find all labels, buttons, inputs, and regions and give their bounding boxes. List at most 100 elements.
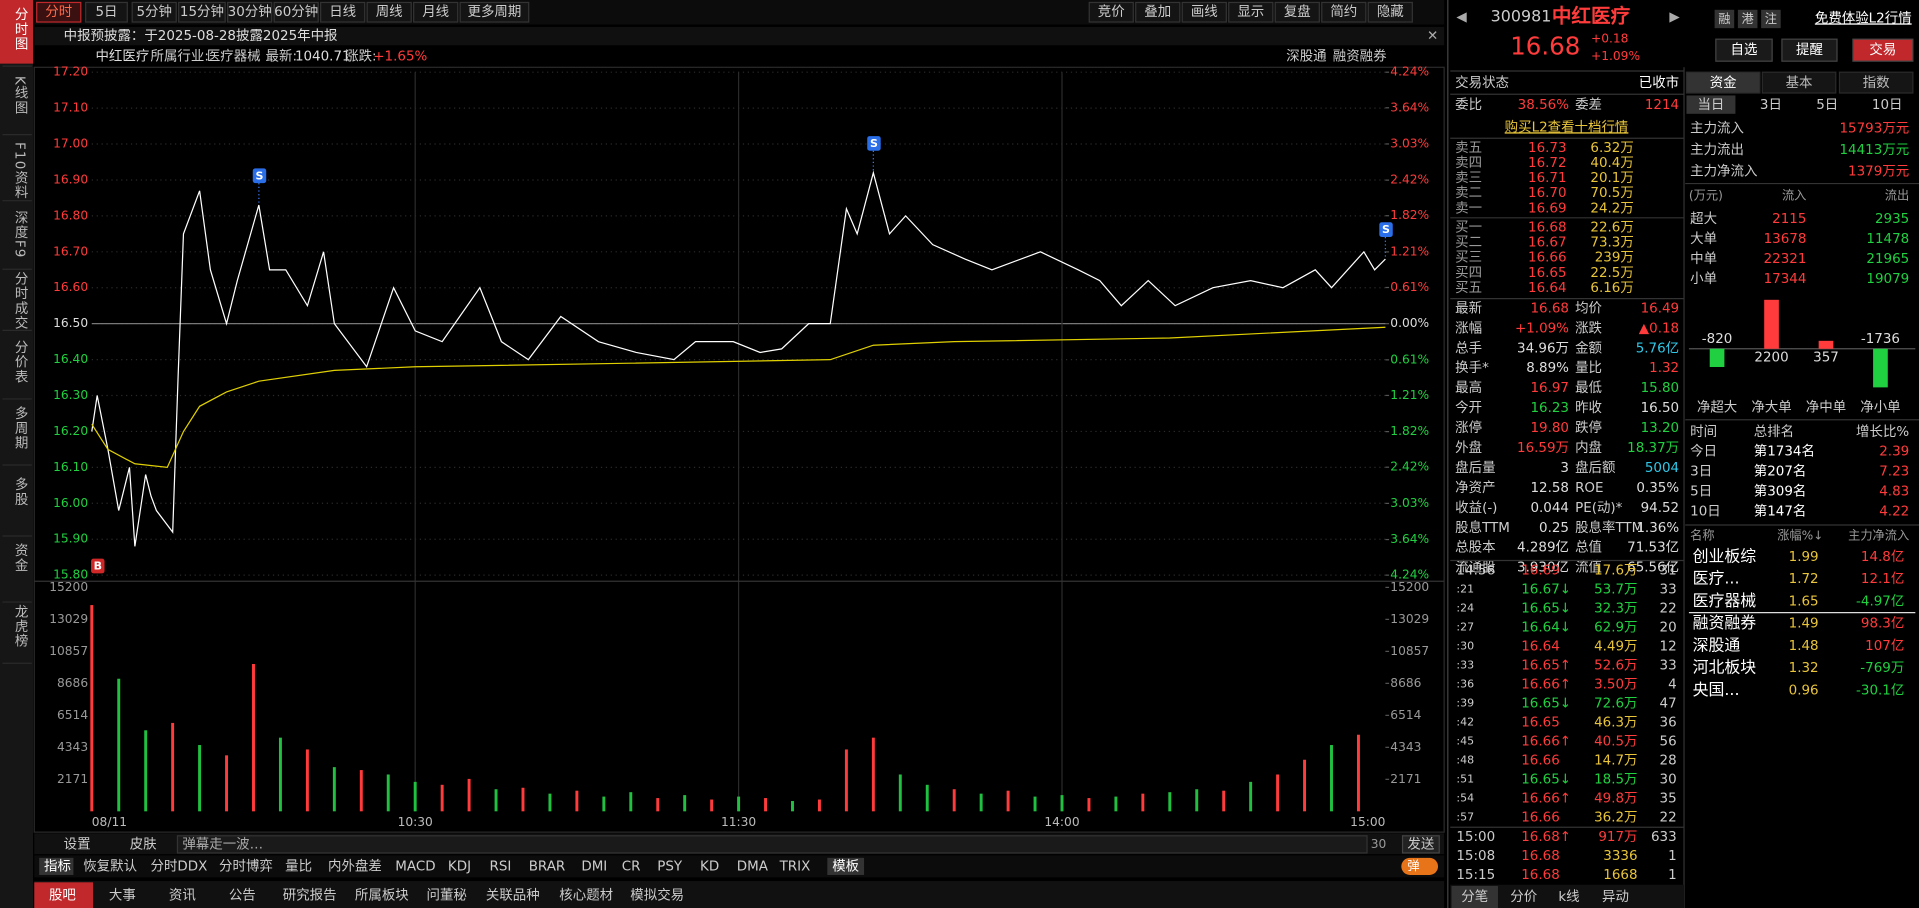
- bottom-tab[interactable]: 问董秘: [427, 888, 467, 904]
- sidebar-tab[interactable]: F10资料: [12, 142, 29, 200]
- bottom-tab[interactable]: 模拟交易: [630, 887, 684, 904]
- indicator-button[interactable]: DMI: [581, 859, 607, 874]
- period-button[interactable]: [273, 1, 319, 23]
- action-label[interactable]: 提醒: [1796, 42, 1823, 58]
- indicator-button[interactable]: CR: [622, 859, 641, 874]
- period-label[interactable]: 更多周期: [468, 3, 522, 20]
- fund-tab[interactable]: [1838, 71, 1914, 94]
- sector-name[interactable]: 融资融券: [1693, 613, 1757, 632]
- quote-tab[interactable]: 分笔: [1461, 889, 1488, 905]
- send-label[interactable]: 发送: [1407, 836, 1434, 852]
- l2-buy-link[interactable]: 购买L2查看十档行情: [1505, 119, 1629, 135]
- sidebar-tab[interactable]: 龙虎榜: [12, 604, 29, 648]
- bottom-tab[interactable]: 关联品种: [486, 888, 540, 904]
- settings-button[interactable]: 设置: [64, 836, 91, 852]
- fund-tab-label[interactable]: 资金: [1710, 75, 1737, 91]
- tag[interactable]: 融: [1718, 12, 1730, 26]
- indicator-button[interactable]: BRAR: [529, 859, 566, 874]
- sidebar-tab[interactable]: 分时图: [12, 7, 29, 51]
- period-label[interactable]: 周线: [376, 4, 403, 20]
- period-label[interactable]: 日线: [329, 4, 356, 20]
- send-button[interactable]: [1401, 835, 1440, 854]
- indicator-button[interactable]: 量比: [285, 858, 312, 874]
- action-label[interactable]: 自选: [1731, 42, 1758, 58]
- tag-box[interactable]: [1761, 9, 1781, 29]
- fund-period[interactable]: 10日: [1872, 98, 1903, 113]
- tool-label[interactable]: 隐藏: [1377, 4, 1404, 20]
- period-label[interactable]: 月线: [422, 4, 449, 20]
- quote-tab[interactable]: k线: [1558, 889, 1579, 905]
- tool-label[interactable]: 简约: [1330, 3, 1357, 20]
- tool-button[interactable]: [1088, 1, 1134, 23]
- indicator-button[interactable]: 内外盘差: [328, 857, 382, 874]
- quote-tab[interactable]: 异动: [1602, 889, 1629, 905]
- indicator-button[interactable]: 指标: [44, 858, 71, 874]
- sector-name[interactable]: 医疗器械: [1693, 591, 1757, 610]
- tool-label[interactable]: 画线: [1191, 4, 1218, 20]
- tool-button[interactable]: [1274, 1, 1320, 23]
- indicator-button[interactable]: PSY: [657, 859, 683, 874]
- bottom-tab[interactable]: 核心题材: [559, 888, 613, 904]
- tool-button[interactable]: [1367, 1, 1413, 23]
- tool-button[interactable]: [1181, 1, 1227, 23]
- period-label[interactable]: 30分钟: [228, 3, 272, 20]
- tool-label[interactable]: 显示: [1237, 5, 1264, 20]
- period-button[interactable]: [85, 1, 128, 23]
- indicator-button[interactable]: TRIX: [779, 859, 811, 874]
- sidebar-tab[interactable]: 深度F9: [12, 210, 29, 258]
- indicator-button[interactable]: 分时DDX: [151, 858, 208, 874]
- sidebar-tab[interactable]: 资金: [12, 543, 29, 573]
- tool-button[interactable]: [1228, 1, 1274, 23]
- bottom-tab[interactable]: 资讯: [169, 888, 196, 904]
- indicator-button[interactable]: KDJ: [448, 859, 471, 874]
- tool-label[interactable]: 竞价: [1098, 3, 1125, 20]
- fund-tab[interactable]: [1761, 71, 1837, 94]
- fund-tab[interactable]: [1685, 71, 1761, 94]
- close-icon[interactable]: ✕: [1427, 29, 1438, 44]
- period-label[interactable]: 60分钟: [274, 3, 318, 20]
- indicator-button[interactable]: MACD: [395, 859, 435, 874]
- fund-period[interactable]: 当日: [1697, 97, 1724, 113]
- period-button[interactable]: [413, 1, 459, 23]
- bottom-tab[interactable]: 研究报告: [283, 888, 337, 904]
- sidebar-tab[interactable]: 分价表: [12, 340, 29, 384]
- period-button[interactable]: [227, 1, 273, 23]
- tag-box[interactable]: [1737, 9, 1758, 29]
- popup-toggle[interactable]: [1401, 857, 1439, 875]
- tool-label[interactable]: 叠加: [1144, 4, 1171, 20]
- indicator-button[interactable]: KD: [700, 859, 719, 874]
- sidebar-tab[interactable]: K线图: [12, 76, 29, 115]
- sector-name[interactable]: 央国...: [1693, 680, 1740, 699]
- indicator-button[interactable]: RSI: [490, 859, 512, 874]
- action-button[interactable]: [1852, 38, 1914, 62]
- sector-name[interactable]: 创业板综: [1693, 546, 1757, 565]
- tool-label[interactable]: 复盘: [1284, 3, 1311, 20]
- fund-tab-label[interactable]: 基本: [1786, 74, 1813, 91]
- period-button[interactable]: [178, 1, 226, 23]
- next-arrow[interactable]: ▶: [1669, 10, 1680, 25]
- sidebar-tab[interactable]: 多周期: [12, 405, 29, 450]
- period-button[interactable]: [366, 1, 412, 23]
- bottom-tab[interactable]: 股吧: [49, 889, 76, 904]
- sector-name[interactable]: 河北板块: [1693, 658, 1757, 677]
- indicator-button[interactable]: 分时博弈: [219, 857, 273, 874]
- action-button[interactable]: [1715, 38, 1773, 62]
- sidebar-tab[interactable]: 分时成交: [12, 272, 29, 331]
- sector-name[interactable]: 深股通: [1693, 635, 1741, 654]
- fund-tab-label[interactable]: 指数: [1863, 75, 1890, 91]
- period-button[interactable]: [459, 1, 530, 23]
- tool-button[interactable]: [1321, 1, 1367, 23]
- tool-button[interactable]: [1135, 1, 1181, 23]
- fund-period[interactable]: 3日: [1760, 98, 1782, 113]
- period-label[interactable]: 15分钟: [180, 3, 224, 20]
- period-button[interactable]: [36, 1, 82, 23]
- danmu-placeholder[interactable]: 弹幕走一波…: [182, 836, 263, 852]
- quote-tab[interactable]: 分价: [1510, 889, 1537, 905]
- bottom-tab[interactable]: 公告: [229, 888, 256, 904]
- template-button[interactable]: [827, 857, 865, 875]
- danmu-input[interactable]: [176, 835, 1368, 854]
- period-button[interactable]: [320, 1, 366, 23]
- template-label[interactable]: 模板: [832, 858, 859, 874]
- period-label[interactable]: 5日: [95, 5, 117, 20]
- sector-name[interactable]: 医疗...: [1693, 569, 1740, 588]
